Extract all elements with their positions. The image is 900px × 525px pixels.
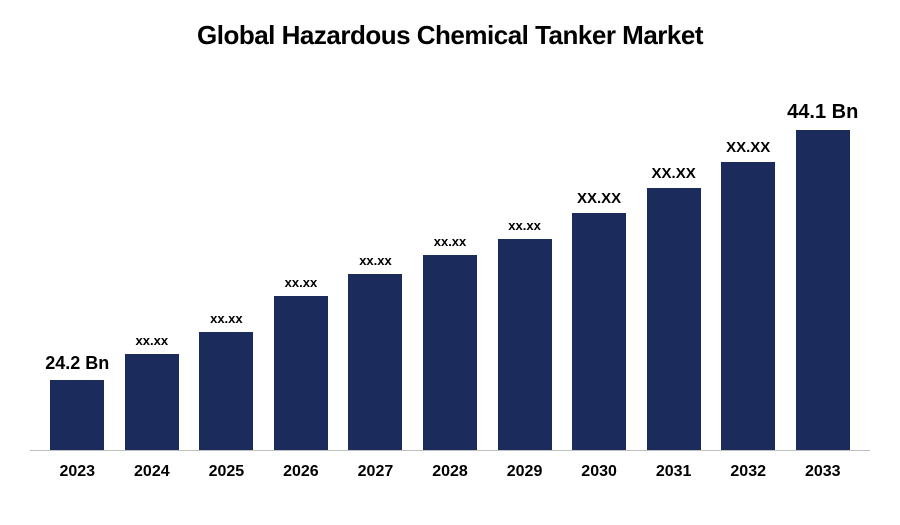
bar-group: xx.xx	[487, 81, 562, 450]
bar-group: XX.XX	[636, 81, 711, 450]
bar-value-label: xx.xx	[285, 275, 318, 290]
bar	[199, 332, 253, 450]
x-tick-label: 2026	[264, 463, 339, 481]
bar-value-label: XX.XX	[726, 139, 770, 156]
bar-value-label: xx.xx	[210, 311, 243, 326]
bar-value-label: 44.1 Bn	[787, 101, 858, 124]
chart-container: Global Hazardous Chemical Tanker Market …	[30, 20, 870, 500]
bar-group: xx.xx	[189, 81, 264, 450]
bar	[721, 162, 775, 450]
bar-group: xx.xx	[413, 81, 488, 450]
x-tick-label: 2027	[338, 463, 413, 481]
x-tick-label: 2023	[40, 463, 115, 481]
bar-group: 24.2 Bn	[40, 81, 115, 450]
x-tick-label: 2033	[785, 463, 860, 481]
bar-group: xx.xx	[115, 81, 190, 450]
bar-value-label: xx.xx	[508, 218, 541, 233]
bar	[50, 380, 104, 450]
bar-value-label: XX.XX	[652, 165, 696, 182]
bar-group: XX.XX	[711, 81, 786, 450]
bar	[572, 213, 626, 450]
bar	[647, 188, 701, 450]
plot-area: 24.2 Bn xx.xx xx.xx xx.xx xx.xx xx.xx xx.xx XX.…	[30, 81, 870, 451]
bar	[274, 296, 328, 450]
bar	[125, 354, 179, 450]
x-tick-label: 2028	[413, 463, 488, 481]
bar-value-label: xx.xx	[434, 234, 467, 249]
bar-value-label: xx.xx	[359, 253, 392, 268]
bar-group: xx.xx	[338, 81, 413, 450]
bar	[348, 274, 402, 450]
x-tick-label: 2032	[711, 463, 786, 481]
bar	[423, 255, 477, 450]
bar-group: XX.XX	[562, 81, 637, 450]
bar-group: 44.1 Bn	[785, 81, 860, 450]
bar-value-label: XX.XX	[577, 190, 621, 207]
bar-value-label: xx.xx	[136, 333, 169, 348]
bar	[796, 130, 850, 450]
x-tick-label: 2030	[562, 463, 637, 481]
x-tick-label: 2031	[636, 463, 711, 481]
x-axis: 2023202420252026202720282029203020312032…	[30, 463, 870, 481]
bar	[498, 239, 552, 450]
x-tick-label: 2025	[189, 463, 264, 481]
bar-group: xx.xx	[264, 81, 339, 450]
x-tick-label: 2029	[487, 463, 562, 481]
bar-value-label: 24.2 Bn	[45, 353, 109, 374]
x-tick-label: 2024	[115, 463, 190, 481]
chart-title: Global Hazardous Chemical Tanker Market	[30, 20, 870, 51]
